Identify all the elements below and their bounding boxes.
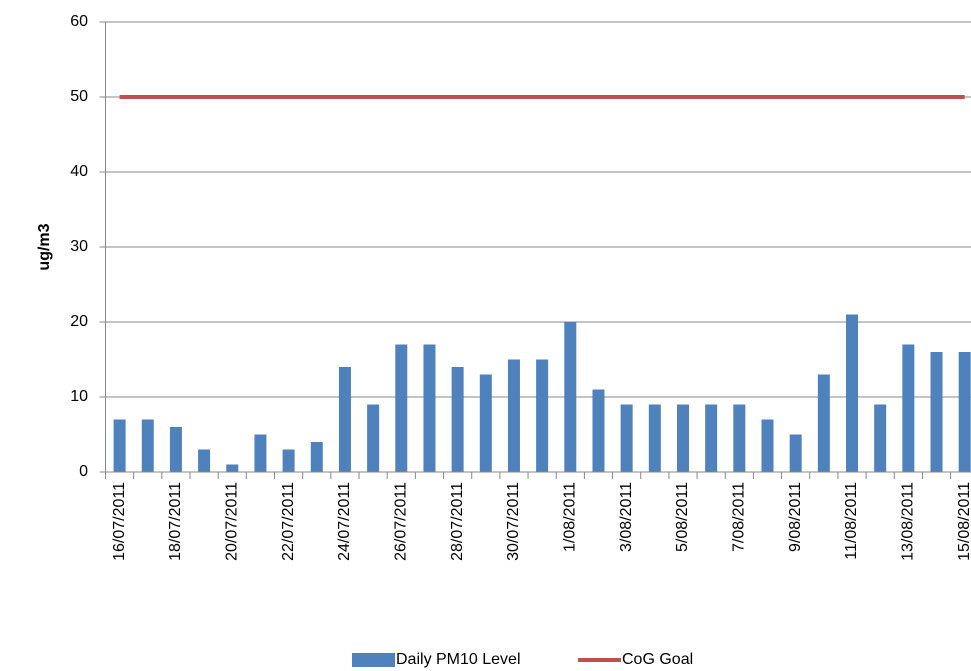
bar: [733, 404, 746, 472]
bar: [761, 419, 774, 472]
bar: [930, 352, 943, 472]
bar: [507, 359, 520, 472]
x-tick-label: 1/08/2011: [562, 482, 579, 552]
legend-swatch: [352, 653, 395, 667]
x-tick-label: 20/07/2011: [223, 482, 240, 561]
bar: [902, 344, 915, 472]
bar: [479, 374, 492, 472]
legend-label: Daily PM10 Level: [396, 651, 521, 668]
y-tick-label: 0: [79, 463, 88, 480]
x-tick-label: 15/08/2011: [956, 482, 971, 561]
y-tick-label: 50: [70, 88, 88, 105]
bar: [141, 419, 154, 472]
bar: [451, 367, 464, 472]
x-tick-label: 3/08/2011: [618, 482, 635, 552]
x-tick-label: 26/07/2011: [393, 482, 410, 561]
bar: [395, 344, 408, 472]
bar: [958, 352, 971, 472]
x-tick-label: 28/07/2011: [449, 482, 466, 561]
x-tick-label: 11/08/2011: [843, 482, 860, 560]
x-tick-label: 13/08/2011: [900, 482, 917, 561]
bar: [846, 314, 859, 472]
x-tick-label: 22/07/2011: [280, 482, 297, 561]
bar: [423, 344, 436, 472]
y-tick-label: 30: [70, 238, 88, 255]
bar: [874, 404, 887, 472]
x-tick-label: 5/08/2011: [674, 482, 691, 552]
x-tick-label: 30/07/2011: [505, 482, 522, 561]
y-axis-label: ug/m3: [36, 223, 53, 270]
bar: [113, 419, 126, 472]
bar: [254, 434, 267, 472]
legend-label: CoG Goal: [622, 651, 693, 668]
x-tick-label: 7/08/2011: [731, 482, 748, 552]
x-tick-label: 9/08/2011: [787, 482, 804, 552]
bar: [564, 322, 577, 472]
x-tick-label: 18/07/2011: [167, 482, 184, 561]
x-tick-label: 24/07/2011: [336, 482, 353, 561]
bar: [310, 442, 323, 472]
x-tick-label: 16/07/2011: [111, 482, 128, 561]
y-tick-label: 40: [70, 163, 88, 180]
bar: [536, 359, 549, 472]
y-tick-label: 10: [70, 388, 88, 405]
bar: [226, 464, 239, 472]
bar: [282, 449, 295, 472]
bar: [620, 404, 633, 472]
bar: [169, 427, 182, 472]
bar: [705, 404, 718, 472]
bar: [198, 449, 211, 472]
bar: [648, 404, 661, 472]
bar: [367, 404, 380, 472]
bar: [817, 374, 830, 472]
bar: [338, 367, 351, 472]
y-tick-label: 20: [70, 313, 88, 330]
y-tick-label: 60: [70, 13, 88, 30]
bar: [676, 404, 689, 472]
bar: [789, 434, 802, 472]
bar: [592, 389, 605, 472]
